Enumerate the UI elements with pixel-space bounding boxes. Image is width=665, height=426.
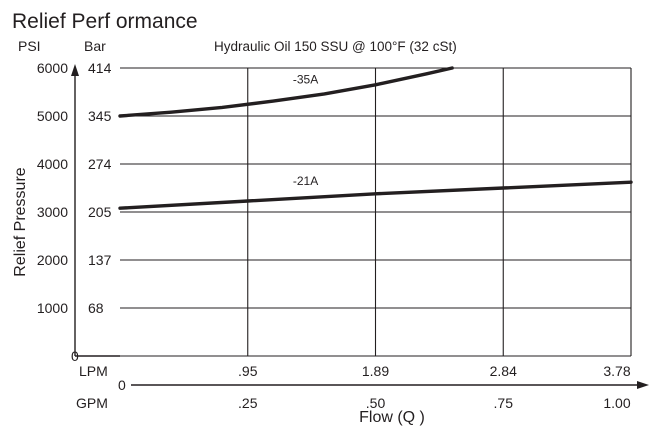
- x-axis-arrow: [637, 381, 649, 389]
- psi-tick-label: 4000: [37, 156, 68, 172]
- gpm-tick-label: 0: [118, 377, 126, 393]
- psi-tick-label: 1000: [37, 300, 68, 316]
- psi-tick-label: 2000: [37, 252, 68, 268]
- y-axis-label: Relief Pressure: [12, 167, 29, 276]
- bar-unit-label: Bar: [84, 38, 106, 54]
- y-axis-arrow: [71, 64, 79, 76]
- psi-unit-label: PSI: [18, 38, 41, 54]
- bar-tick-label: 137: [88, 252, 112, 268]
- psi-tick-label: 0: [71, 348, 79, 364]
- psi-tick-label: 3000: [37, 204, 68, 220]
- psi-tick-label: 5000: [37, 108, 68, 124]
- series-label-35a: -35A: [293, 73, 318, 87]
- bar-tick-label: 345: [88, 108, 112, 124]
- lpm-tick-label: 1.89: [362, 363, 389, 379]
- gpm-tick-label: 1.00: [603, 395, 630, 411]
- lpm-tick-label: .95: [238, 363, 258, 379]
- bar-tick-label: 274: [88, 156, 112, 172]
- chart-title: Relief Perf ormance: [12, 10, 198, 33]
- gpm-tick-label: .25: [238, 395, 258, 411]
- bar-tick-label: 68: [88, 300, 104, 316]
- lpm-tick-label: 3.78: [603, 363, 630, 379]
- series-line-35a: [118, 66, 454, 118]
- series-line-21a: [118, 180, 633, 210]
- gpm-tick-label: .50: [366, 395, 386, 411]
- lpm-tick-label: 2.84: [490, 363, 517, 379]
- x-axis-label: Flow (Q ): [359, 409, 425, 426]
- lpm-unit-label: LPM: [79, 363, 108, 379]
- psi-tick-label: 6000: [37, 60, 68, 76]
- bar-tick-label: 205: [88, 204, 112, 220]
- gpm-tick-label: .75: [494, 395, 514, 411]
- series-label-21a: -21A: [293, 174, 318, 188]
- chart-subtitle: Hydraulic Oil 150 SSU @ 100°F (32 cSt): [214, 39, 457, 54]
- bar-tick-label: 414: [88, 60, 112, 76]
- gpm-unit-label: GPM: [76, 395, 108, 411]
